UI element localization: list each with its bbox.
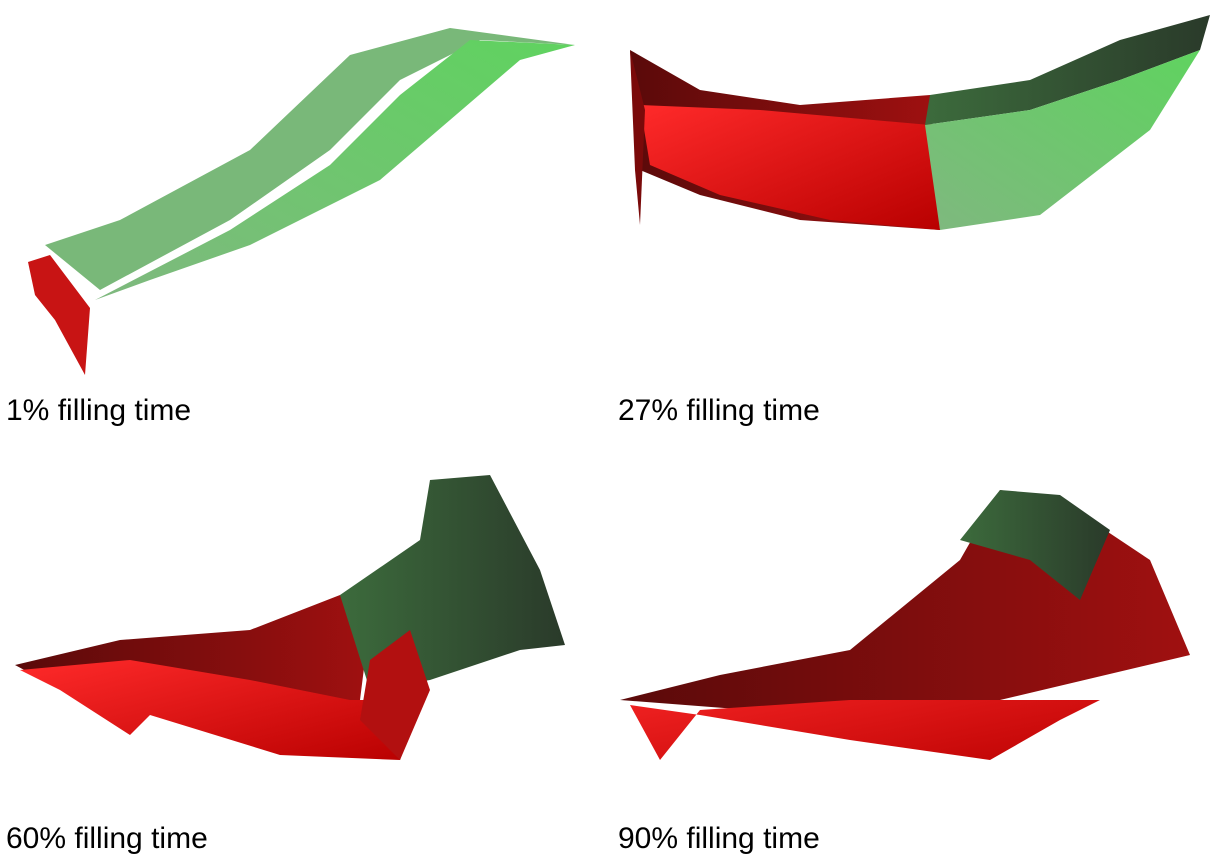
figure: 1% filling time 27% filling time 60% fil… [0,0,1214,856]
caption: 90% filling time [618,822,820,855]
page: 1% filling time 27% filling time 60% fil… [0,0,1214,856]
panel-4-render [620,490,1190,760]
panel-2-render [630,15,1210,230]
panel-3-render [15,475,565,760]
red-dark-surface [620,490,1190,720]
caption: 27% filling time [618,394,820,427]
caption: 1% filling time [6,394,191,427]
caption: 60% filling time [6,822,208,855]
panel-1-render [0,0,600,380]
